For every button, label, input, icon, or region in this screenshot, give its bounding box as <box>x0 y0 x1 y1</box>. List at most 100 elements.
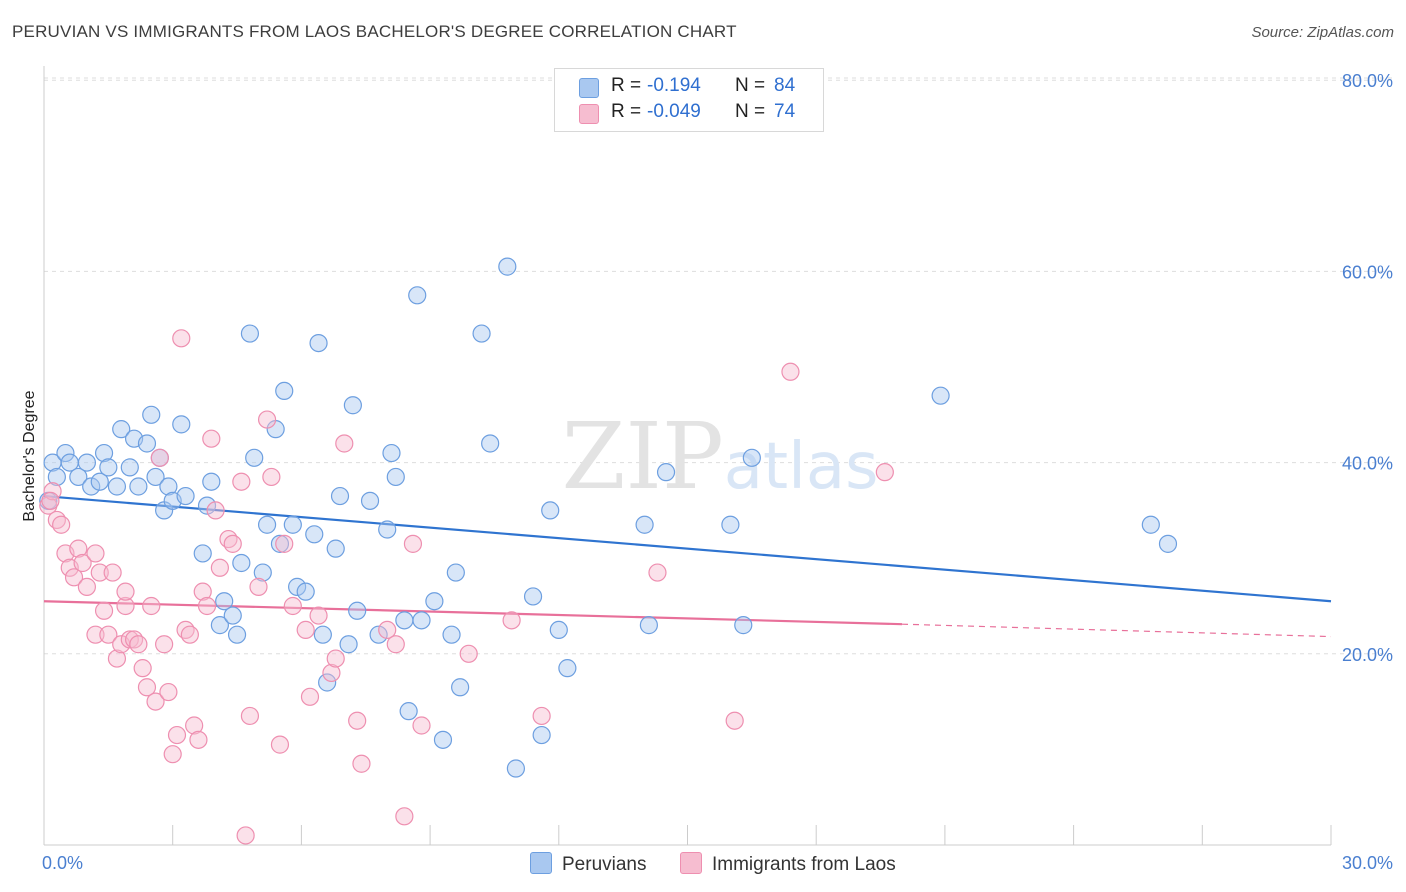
laos-point <box>236 826 255 845</box>
laos-point <box>725 711 744 730</box>
watermark-zip: ZIP <box>562 403 724 510</box>
legend-n-label: N = <box>735 101 766 122</box>
peruvian-point <box>232 553 251 573</box>
laos-point <box>378 620 397 640</box>
peruvian-point <box>69 467 88 487</box>
peruvian-point <box>348 601 367 620</box>
peruvian-point <box>386 467 405 487</box>
peruvian-point <box>120 458 139 477</box>
legend-swatch-blue <box>579 78 599 98</box>
peruvian-point <box>94 443 114 463</box>
laos-point <box>193 582 212 601</box>
peruvian-trend-line <box>43 494 1332 603</box>
bottom-legend-peruvians: Peruvians <box>530 852 647 876</box>
laos-point <box>395 807 414 826</box>
bottom-legend-label: Peruvians <box>562 854 647 875</box>
legend-r-value: -0.194 <box>647 75 701 96</box>
laos-point <box>648 563 667 582</box>
laos-point <box>150 448 169 467</box>
laos-point <box>202 429 221 448</box>
watermark-atlas: atlas <box>724 430 879 504</box>
peruvian-point <box>318 673 337 692</box>
peruvian-point <box>326 539 345 558</box>
peruvian-point <box>240 324 260 343</box>
laos-point <box>532 706 551 726</box>
laos-point <box>348 711 367 730</box>
laos-point <box>137 678 157 697</box>
laos-point <box>120 630 139 649</box>
peruvian-point <box>193 544 212 563</box>
peruvian-point <box>451 678 470 697</box>
laos-point <box>223 534 242 553</box>
source-label: Source: ZipAtlas.com <box>1251 24 1394 41</box>
laos-point <box>69 539 88 558</box>
laos-point <box>257 410 277 429</box>
laos-point <box>270 735 290 754</box>
laos-point <box>86 625 105 644</box>
laos-point <box>875 463 894 482</box>
peruvian-point <box>472 324 491 343</box>
laos-point <box>262 467 281 487</box>
y-tick-label: 60.0% <box>1342 262 1393 282</box>
laos-point <box>240 706 260 726</box>
peruvian-point <box>425 592 444 611</box>
peruvian-point <box>283 515 302 534</box>
laos-point <box>163 745 182 764</box>
peruvian-point <box>1158 534 1178 553</box>
peruvian-point <box>412 611 431 630</box>
peruvian-point <box>446 563 465 582</box>
laos-point <box>133 659 152 678</box>
y-tick-label: 40.0% <box>1342 454 1393 474</box>
stats-legend: R = -0.194 N = 84 R = -0.049 N = 74 <box>554 68 824 132</box>
laos-trend-line <box>43 600 903 626</box>
laos-point <box>116 582 135 601</box>
peruvian-point <box>107 477 127 496</box>
peruvian-point <box>1141 515 1160 534</box>
laos-point <box>103 563 122 582</box>
laos-point <box>322 663 341 683</box>
peruvian-point <box>309 334 328 353</box>
peruvian-point <box>378 520 397 539</box>
laos-point <box>781 362 800 381</box>
peruvian-point <box>532 725 551 745</box>
peruvian-point <box>245 448 264 467</box>
chart-title: PERUVIAN VS IMMIGRANTS FROM LAOS BACHELO… <box>12 22 737 41</box>
laos-point <box>403 534 423 553</box>
peruvian-point <box>931 386 950 405</box>
peruvian-point <box>296 582 315 601</box>
peruvian-point <box>47 467 66 487</box>
laos-point <box>129 635 148 654</box>
peruvian-point <box>635 515 654 534</box>
laos-point <box>180 625 199 644</box>
laos-trend-extension <box>901 623 1332 638</box>
laos-point <box>107 649 127 668</box>
peruvian-point <box>223 606 242 625</box>
bottom-legend-swatch-pink <box>680 852 702 874</box>
laos-point <box>232 472 251 491</box>
peruvian-point <box>305 525 324 544</box>
peruvian-point <box>288 577 307 596</box>
laos-point <box>335 434 354 453</box>
bottom-legend-swatch-blue <box>530 852 552 874</box>
laos-point <box>275 534 294 553</box>
laos-point <box>159 682 178 702</box>
laos-point <box>502 611 521 630</box>
peruvian-point <box>90 472 109 491</box>
peruvian-point <box>541 501 560 520</box>
legend-n-value: 74 <box>774 101 796 122</box>
peruvian-point <box>56 443 75 463</box>
laos-point <box>52 515 71 534</box>
laos-point <box>142 596 161 616</box>
peruvian-point <box>142 405 161 424</box>
laos-point <box>94 601 114 620</box>
peruvian-point <box>215 592 234 611</box>
peruvian-point <box>202 472 221 491</box>
peruvian-point <box>656 463 676 482</box>
data-points <box>39 257 1178 845</box>
peruvian-point <box>330 486 350 506</box>
legend-r-label: R = <box>611 75 642 96</box>
peruvian-point <box>442 625 461 644</box>
peruvian-point <box>721 515 740 534</box>
y-tick-labels: 20.0% 40.0% 60.0% 80.0% <box>1342 71 1393 665</box>
laos-point <box>210 558 229 577</box>
